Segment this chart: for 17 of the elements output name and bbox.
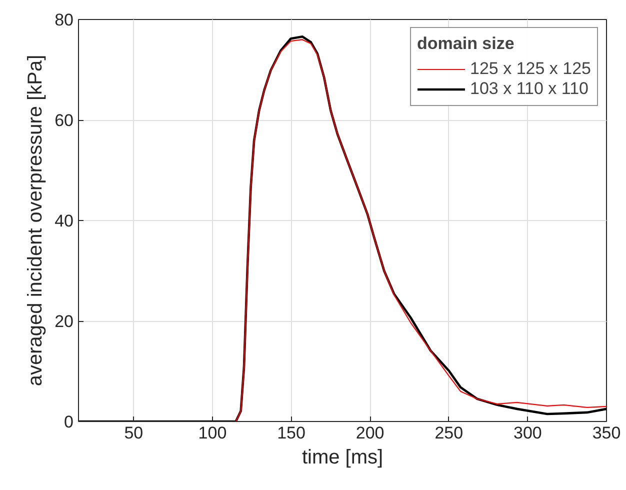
y-axis-title: averaged incident overpressure [kPa] [24,54,47,386]
legend-title: domain size [417,34,516,54]
x-tick-label: 250 [434,424,464,442]
x-tick-label: 150 [277,424,306,442]
legend-label: 125 x 125 x 125 [470,59,591,79]
y-tick-label: 80 [54,10,74,30]
x-axis-title: time [ms] [302,446,384,468]
y-tick-label: 0 [64,412,74,432]
x-tick-label: 50 [124,424,144,442]
legend-label: 103 x 110 x 110 [470,79,588,99]
x-tick-label: 200 [356,424,384,442]
x-tick-label: 350 [592,424,621,442]
y-tick-label: 40 [54,212,74,230]
x-tick-label: 300 [514,424,542,442]
y-tick-label: 60 [54,111,74,130]
y-tick-label: 20 [54,312,74,331]
x-tick-label: 100 [198,424,227,442]
